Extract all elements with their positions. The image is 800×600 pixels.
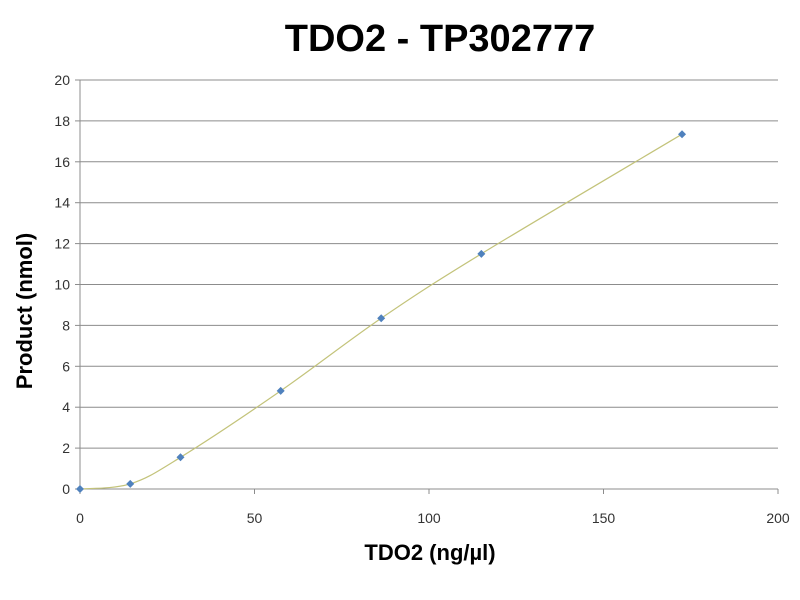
trendline-layer [79, 133, 683, 490]
x-tick-label: 50 [247, 510, 263, 526]
x-axis-label: TDO2 (ng/µl) [364, 540, 496, 565]
y-tick-label: 2 [62, 440, 70, 456]
data-point [126, 479, 135, 488]
y-tick-label: 8 [62, 317, 70, 333]
gridlines [80, 79, 778, 449]
y-tick-label: 4 [62, 399, 70, 415]
y-tick-label: 6 [62, 358, 70, 374]
chart-title: TDO2 - TP302777 [284, 18, 596, 60]
x-tick-label: 150 [592, 510, 616, 526]
y-tick-label: 20 [54, 72, 70, 88]
series-trendline [79, 133, 683, 490]
y-tick-label: 14 [54, 195, 70, 211]
y-tick-label: 10 [54, 277, 70, 293]
axes [75, 79, 779, 494]
x-tick-label: 0 [76, 510, 84, 526]
data-point [678, 130, 687, 139]
data-point [176, 453, 185, 462]
y-tick-label: 16 [54, 154, 70, 170]
y-axis-label: Product (nmol) [12, 232, 37, 390]
data-point [377, 314, 386, 323]
y-tick-label: 12 [54, 236, 70, 252]
y-tick-label: 18 [54, 113, 70, 129]
data-point [477, 249, 486, 258]
data-points [76, 130, 687, 493]
data-point [276, 386, 285, 395]
y-tick-label: 0 [62, 481, 70, 497]
x-tick-label: 100 [417, 510, 441, 526]
data-point [76, 485, 84, 493]
x-tick-label: 200 [766, 510, 790, 526]
